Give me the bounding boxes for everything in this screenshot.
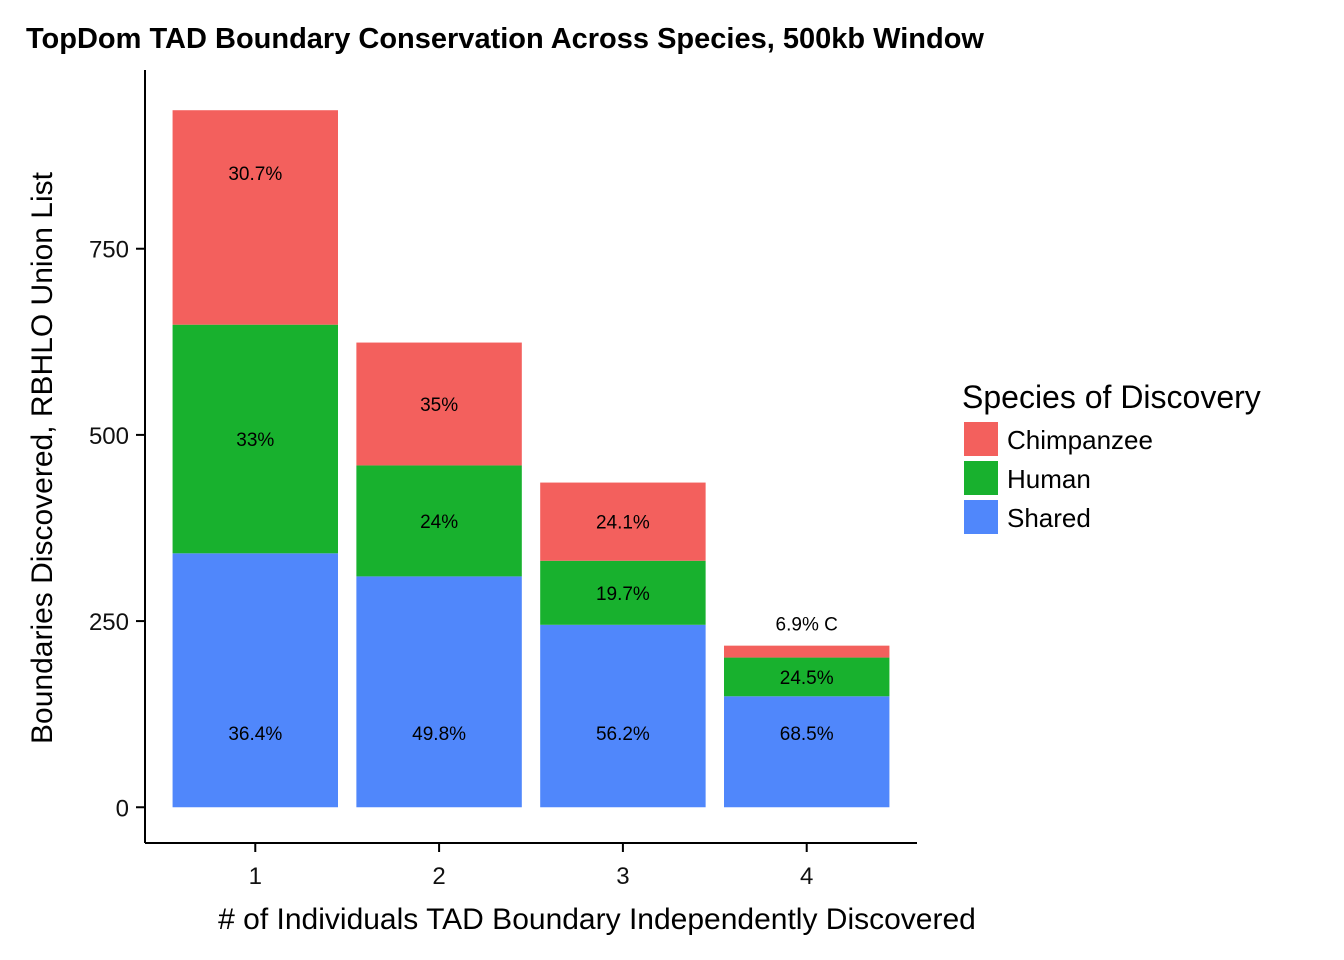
x-axis-title: # of Individuals TAD Boundary Independen… bbox=[218, 903, 976, 936]
x-tick-label-1: 1 bbox=[249, 863, 262, 890]
bar-shared-4 bbox=[724, 696, 890, 808]
bar-shared-2 bbox=[356, 576, 522, 808]
x-tick-label-3: 3 bbox=[616, 863, 629, 890]
bar-label-chimpanzee-4: 6.9% C bbox=[776, 614, 838, 635]
legend-swatch-human bbox=[964, 461, 998, 495]
axes-group: 0 250 500 750 1 2 3 4 bbox=[89, 70, 917, 890]
bar-label-chimpanzee-3: 24.1% bbox=[596, 513, 650, 534]
plot-area: 36.4% 33% 30.7% 49.8% 24% 35% 56.2% 19.7% 24.1% 6… bbox=[89, 70, 917, 890]
x-tick-label-4: 4 bbox=[800, 863, 813, 890]
bar-label-shared-1: 36.4% bbox=[228, 724, 282, 745]
y-tick-label-0: 0 bbox=[116, 795, 129, 822]
x-tick-label-2: 2 bbox=[432, 863, 445, 890]
legend-swatch-chimpanzee bbox=[964, 422, 998, 456]
bar-human-1 bbox=[172, 324, 338, 554]
bar-human-3 bbox=[540, 560, 706, 625]
legend-label-human: Human bbox=[1007, 464, 1091, 494]
bar-label-human-2: 24% bbox=[420, 512, 458, 533]
bars-group bbox=[172, 110, 890, 808]
bar-human-2 bbox=[356, 465, 522, 577]
y-axis-title: Boundaries Discovered, RBHLO Union List bbox=[26, 171, 59, 744]
chart-title: TopDom TAD Boundary Conservation Across … bbox=[26, 23, 984, 55]
bar-label-human-3: 19.7% bbox=[596, 584, 650, 605]
legend-swatch-shared bbox=[964, 500, 998, 534]
legend-label-shared: Shared bbox=[1007, 503, 1091, 533]
legend: Species of Discovery Chimpanzee Human Shar… bbox=[962, 379, 1261, 534]
bar-chimpanzee-3 bbox=[540, 482, 706, 561]
bar-shared-3 bbox=[540, 624, 706, 808]
bar-label-human-1: 33% bbox=[236, 430, 274, 451]
y-tick-label-250: 250 bbox=[89, 609, 129, 636]
bar-label-shared-4: 68.5% bbox=[780, 724, 834, 745]
y-tick-label-500: 500 bbox=[89, 423, 129, 450]
bar-human-4 bbox=[724, 657, 890, 697]
bar-chimpanzee-1 bbox=[172, 110, 338, 325]
bar-labels-group: 36.4% 33% 30.7% 49.8% 24% 35% 56.2% 19.7% 24.1% 6… bbox=[228, 164, 838, 745]
bar-label-chimpanzee-1: 30.7% bbox=[228, 164, 282, 185]
bar-label-shared-3: 56.2% bbox=[596, 724, 650, 745]
bar-label-shared-2: 49.8% bbox=[412, 724, 466, 745]
y-tick-label-750: 750 bbox=[89, 237, 129, 264]
bar-label-human-4: 24.5% bbox=[780, 668, 834, 689]
bar-chimpanzee-4 bbox=[724, 645, 890, 658]
legend-label-chimpanzee: Chimpanzee bbox=[1007, 425, 1153, 455]
bar-label-chimpanzee-2: 35% bbox=[420, 395, 458, 416]
bar-shared-1 bbox=[172, 553, 338, 808]
bar-chimpanzee-2 bbox=[356, 342, 522, 466]
legend-title: Species of Discovery bbox=[962, 379, 1261, 415]
